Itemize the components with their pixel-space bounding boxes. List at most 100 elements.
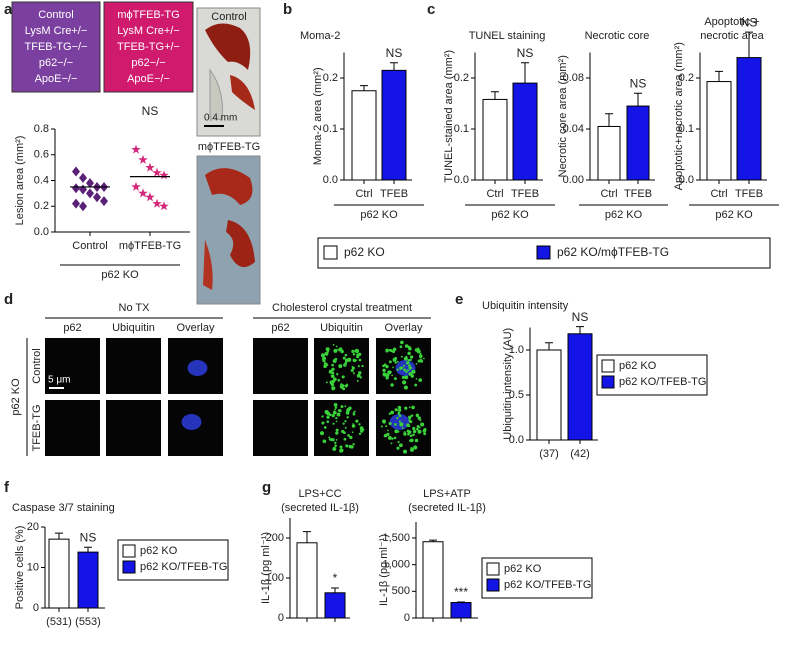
data-point [131,181,141,191]
fluorescence-spot [385,425,388,428]
row-group-label: p62 KO [10,378,22,416]
legend-label: p62 KO [344,245,385,259]
error-bar [390,62,398,71]
legend-swatch [486,578,500,592]
legend-swatch [486,562,500,576]
chart-title: Necrotic core [585,30,650,42]
fluorescence-spot [324,409,329,415]
fluorescence-spot [352,443,355,446]
fluorescence-spot [339,445,343,449]
fluorescence-spot [344,353,348,357]
fluorescence-spot [399,366,403,370]
chart-title: LPS+CC [298,488,341,500]
fluorescence-spot [347,357,352,362]
fluorescence-spot [354,359,357,362]
fluorescence-spot [398,408,402,412]
fluorescence-spot [340,349,344,354]
legend-swatch [122,544,136,558]
genotype-line: ApoE−/− [35,73,78,85]
fluorescence-spot [332,344,335,346]
fluorescence-spot [419,419,422,422]
fluorescence-spot [323,356,327,360]
fluorescence-spot [342,422,345,425]
fluorescence-spot [405,355,408,358]
fluorescence-spot [410,447,414,452]
fluorescence-spot [385,376,389,380]
fluorescence-spot [399,422,404,427]
fluorescence-spot [391,437,394,440]
fluorescence-spot [359,376,362,379]
fluorescence-spot [408,366,412,370]
y-tick-label: 0.4 [34,174,49,186]
genotype-box [103,1,194,93]
fluorescence-spot [380,425,383,428]
fluorescence-spot [338,349,341,352]
y-axis-label: Moma-2 area (mm²) [312,67,324,165]
bar [597,125,621,181]
error-bar [545,342,553,350]
fluorescence-spot [338,409,342,413]
data-point [72,198,80,209]
genotype-line: TFEB-TG+/− [117,41,180,53]
x-tick-label: TFEB [735,188,763,200]
fluorescence-spot [331,367,335,371]
fluorescence-spot [342,431,346,435]
fluorescence-spot [415,413,420,418]
data-point [79,201,87,212]
channel-label: Overlay [177,322,215,334]
fluorescence-spot [410,374,415,378]
error-bar [360,85,368,91]
panel-label: e [455,291,463,308]
fluorescence-spot [335,438,338,441]
fluorescence-spot [336,412,341,417]
fluorescence-spot [396,368,399,371]
fluorescence-spot [355,419,359,423]
panel-label: d [4,291,13,308]
fluorescence-spot [332,377,337,382]
fluorescence-spot [387,435,392,440]
legend-label: p62 KO/TFEB-TG [504,579,591,591]
fluorescence-spot [331,363,334,367]
fluorescence-spot [397,411,401,415]
genotype-line: p62−/− [131,57,165,69]
fluorescence-spot [331,371,335,375]
x-tick-label: TFEB [624,188,652,200]
channel-label: p62 [63,322,81,334]
fluorescence-spot [328,413,332,417]
histology-label: mϕTFEB-TG [198,141,260,153]
error-bar [521,62,529,84]
fluorescence-spot [409,420,413,424]
histology-tfeb [196,155,261,305]
fluorescence-spot [357,352,362,356]
y-tick-label: 0.2 [34,200,49,212]
fluorescence-spot [407,424,410,427]
fluorescence-spot [334,441,337,445]
channel-label: p62 [271,322,289,334]
error-bar [429,539,437,542]
fluorescence-spot [383,363,387,366]
x-tick-label: Ctrl [486,188,503,200]
fluorescence-spot [411,369,416,374]
fluorescence-spot [352,358,357,363]
fluorescence-spot [330,438,334,442]
bar [351,90,377,181]
fluorescence-spot [342,356,346,360]
micrograph [253,338,308,394]
fluorescence-spot [350,369,354,373]
fluorescence-spot [382,372,386,376]
micrograph [45,338,100,394]
fluorescence-spot [356,373,361,378]
fluorescence-spot [412,433,415,437]
error-bar [605,113,613,127]
fluorescence-spot [331,386,336,391]
fluorescence-spot [392,347,397,352]
fluorescence-spot [351,431,354,434]
x-tick-label: (553) [75,616,101,628]
fluorescence-spot [352,352,356,356]
annotation: NS [630,76,647,90]
fluorescence-spot [388,349,391,352]
fluorescence-spot [415,378,418,380]
fluorescence-spot [321,415,324,418]
fluorescence-spot [388,421,392,426]
fluorescence-spot [423,428,427,432]
